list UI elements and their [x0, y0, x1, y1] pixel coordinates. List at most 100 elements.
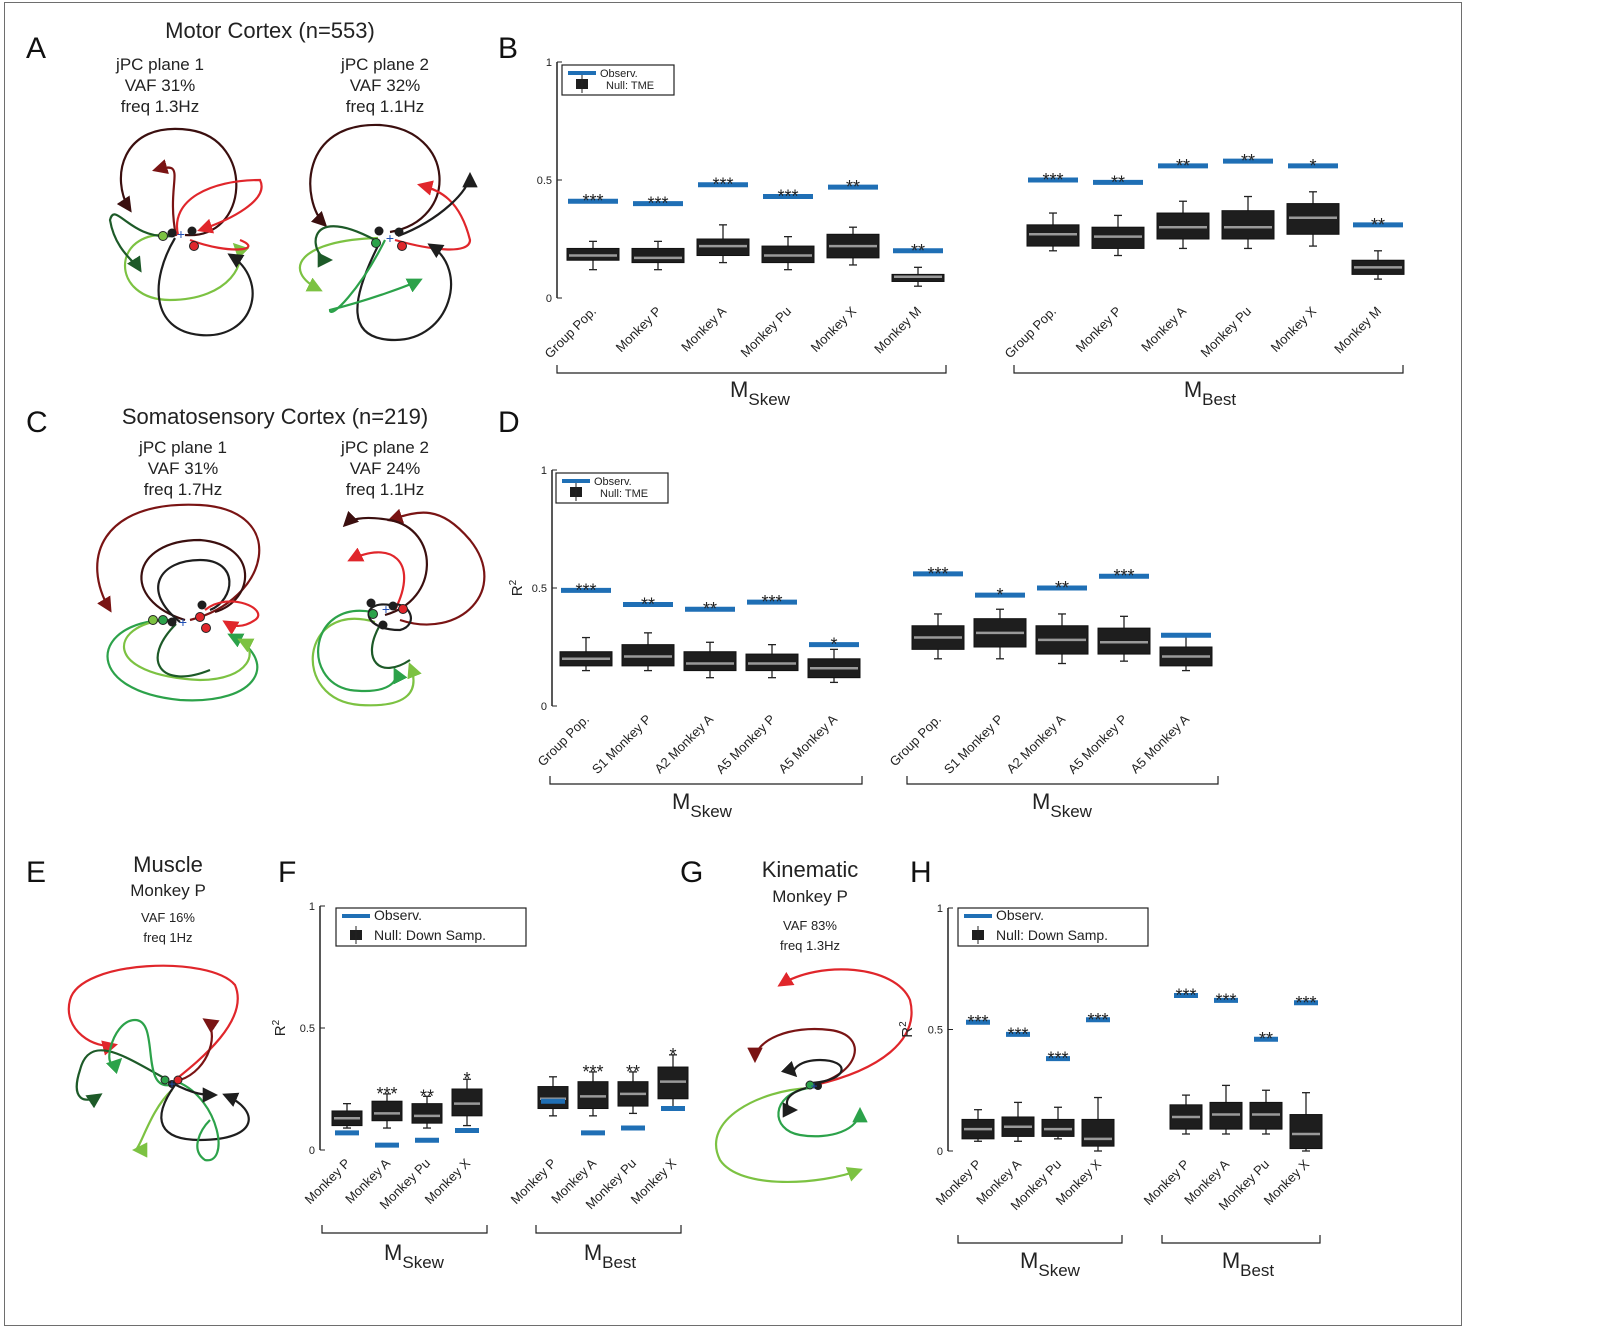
null-box — [1289, 1114, 1323, 1150]
significance-stars: *** — [1087, 1010, 1108, 1030]
group-label: MBest — [1222, 1248, 1275, 1280]
significance-stars: *** — [761, 592, 782, 612]
group-label: MSkew — [672, 789, 733, 821]
significance-stars: * — [996, 585, 1003, 605]
y-tick-label: 0 — [541, 701, 547, 713]
null-box — [631, 247, 685, 264]
significance-stars: * — [669, 1045, 676, 1065]
group-label: MSkew — [730, 377, 791, 409]
panel-a-plane2-name: jPC plane 2 — [340, 55, 429, 74]
significance-stars: *** — [1047, 1049, 1068, 1069]
panel-g-subtitle: Monkey P — [772, 887, 848, 906]
significance-stars: * — [830, 635, 837, 655]
group-bracket — [1013, 365, 1404, 374]
y-tick-label: 0.5 — [928, 1025, 943, 1037]
legend-null-label: Null: TME — [606, 80, 654, 92]
panel-label-h: H — [910, 856, 932, 889]
panel-c-plane1-trajectories — [96, 503, 261, 702]
significance-stars: ** — [1111, 172, 1125, 192]
panel-a-plane1-freq: freq 1.3Hz — [121, 97, 199, 116]
panel-c-plane2-origin: + — [366, 598, 408, 630]
y-tick-label: 0 — [937, 1146, 943, 1158]
x-category-label: A5 Monkey A — [1127, 711, 1192, 776]
panel-a-plane2-freq: freq 1.1Hz — [346, 97, 424, 116]
y-tick-label: 1 — [546, 57, 552, 69]
legend-observed-label: Observ. — [996, 907, 1044, 923]
group-label: MSkew — [384, 1240, 445, 1272]
significance-stars: * — [463, 1069, 470, 1089]
panel-a-plane1-vaf: VAF 31% — [125, 76, 196, 95]
group-bracket — [906, 776, 1219, 785]
null-box — [371, 1100, 403, 1122]
group-label: MBest — [1184, 377, 1237, 409]
significance-stars: ** — [911, 241, 925, 261]
x-category-label: A2 Monkey A — [651, 711, 716, 776]
significance-stars: *** — [575, 580, 596, 600]
x-category-label: Group Pop. — [886, 712, 944, 770]
significance-stars: ** — [641, 595, 655, 615]
svg-text:+: + — [810, 1079, 817, 1093]
significance-stars: *** — [582, 1062, 603, 1082]
group-bracket — [535, 1225, 682, 1234]
significance-stars: ** — [1259, 1029, 1273, 1049]
group-bracket — [549, 776, 863, 785]
group-bracket — [957, 1235, 1123, 1244]
panel-e-trajectories — [67, 964, 250, 1162]
significance-stars: *** — [1007, 1024, 1028, 1044]
panel-g-freq: freq 1.3Hz — [780, 938, 840, 953]
x-category-label: Monkey Pu — [738, 304, 795, 361]
y-tick-label: 0 — [309, 1145, 315, 1157]
x-category-label: Group Pop. — [541, 304, 599, 362]
panel-e-vaf: VAF 16% — [141, 910, 195, 925]
panel-g-trajectories — [715, 968, 913, 1184]
null-box — [1221, 210, 1275, 240]
panel-c-plane1-freq: freq 1.7Hz — [144, 480, 222, 499]
significance-stars: ** — [626, 1062, 640, 1082]
panel-a-title: Motor Cortex (n=553) — [165, 18, 375, 43]
panel-a-plane1-origin: + — [158, 226, 199, 251]
significance-stars: * — [1309, 156, 1316, 176]
significance-stars: ** — [1176, 156, 1190, 176]
x-category-label: S1 Monkey P — [589, 712, 654, 777]
x-category-label: Monkey M — [871, 304, 924, 357]
y-axis-label: R2 — [271, 1019, 289, 1036]
group-label: MBest — [584, 1240, 637, 1272]
svg-text:+: + — [382, 601, 390, 617]
significance-stars: *** — [712, 175, 733, 195]
significance-stars: *** — [967, 1012, 988, 1032]
significance-stars: *** — [927, 564, 948, 584]
panel-label-e: E — [26, 856, 46, 889]
panel-a-plane2-origin: + — [371, 226, 407, 251]
x-category-label: Group Pop. — [1001, 304, 1059, 362]
legend-null-label: Null: TME — [600, 488, 648, 500]
x-category-label: Group Pop. — [534, 712, 592, 770]
x-category-label: A5 Monkey P — [713, 712, 778, 777]
null-box — [1081, 1118, 1115, 1147]
panel-c-plane1-vaf: VAF 31% — [148, 459, 219, 478]
panel-label-f: F — [278, 856, 296, 889]
y-tick-label: 0 — [546, 293, 552, 305]
panel-a-plane1-trajectories — [108, 127, 263, 337]
panel-c-plane1-name: jPC plane 1 — [138, 438, 227, 457]
group-bracket — [321, 1225, 488, 1234]
significance-stars: *** — [1113, 566, 1134, 586]
null-box — [683, 651, 737, 672]
x-category-label: A5 Monkey A — [775, 711, 840, 776]
figure-frame — [4, 2, 1462, 1326]
significance-stars: ** — [420, 1086, 434, 1106]
panel-c-title: Somatosensory Cortex (n=219) — [122, 404, 428, 429]
panel-c-plane2-freq: freq 1.1Hz — [346, 480, 424, 499]
y-tick-label: 1 — [937, 903, 943, 915]
x-category-label: Monkey P — [613, 304, 664, 355]
panel-label-d: D — [498, 406, 520, 439]
significance-stars: *** — [1295, 993, 1316, 1013]
x-category-label: A2 Monkey A — [1003, 711, 1068, 776]
significance-stars: *** — [582, 191, 603, 211]
x-category-label: Monkey A — [1138, 303, 1189, 354]
legend-observed-label: Observ. — [374, 907, 422, 923]
x-category-label: S1 Monkey P — [941, 712, 1006, 777]
significance-stars: ** — [846, 177, 860, 197]
